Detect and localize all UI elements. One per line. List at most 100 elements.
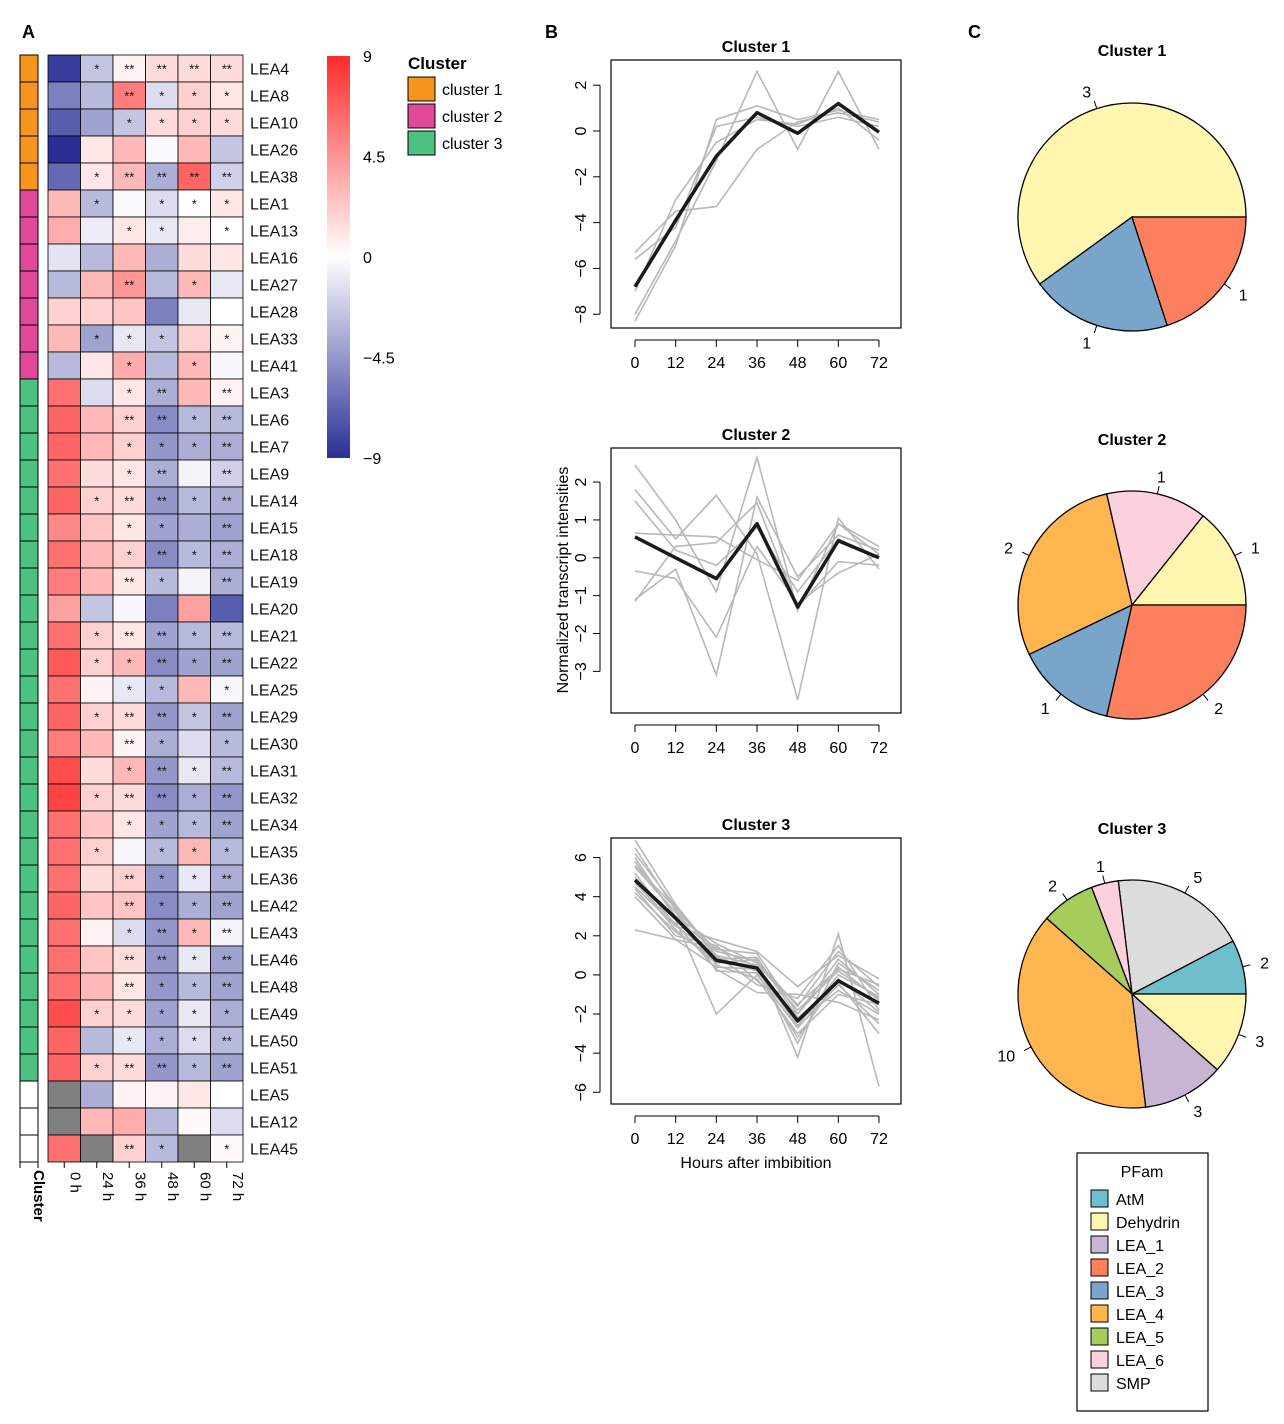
heatmap-cell <box>210 459 244 488</box>
y-tick-label: −4 <box>573 1044 590 1062</box>
cluster-bar-cell <box>19 918 39 947</box>
pie-slice-label: 10 <box>997 1048 1015 1065</box>
significance-mark: * <box>159 440 164 455</box>
cluster-bar-cell <box>19 864 39 893</box>
significance-mark: ** <box>222 494 232 509</box>
heatmap-cell <box>47 1080 81 1109</box>
significance-mark: * <box>192 899 197 914</box>
heatmap-cell <box>210 513 244 542</box>
significance-mark: * <box>192 116 197 131</box>
heatmap-cell <box>177 1134 211 1163</box>
cluster-bar-cell <box>19 1053 39 1082</box>
heatmap-cell <box>210 675 244 704</box>
y-tick-label: 1 <box>573 515 590 524</box>
heatmap-cell <box>80 540 114 569</box>
heatmap-cell <box>47 432 81 461</box>
heatmap-cell <box>47 1026 81 1055</box>
significance-mark: * <box>159 845 164 860</box>
heatmap-cell <box>145 243 179 272</box>
pie-label-tick <box>1184 1094 1190 1103</box>
cluster-bar-cell <box>19 837 39 866</box>
column-label: 24 h <box>99 1172 116 1201</box>
x-tick-label: 0 <box>631 355 640 372</box>
significance-mark: ** <box>124 278 134 293</box>
row-label: LEA1 <box>250 197 289 214</box>
heatmap-cell <box>177 135 211 164</box>
mean-profile-line <box>633 878 880 1023</box>
heatmap-cell <box>47 162 81 191</box>
heatmap-cell <box>80 729 114 758</box>
significance-mark: * <box>94 62 99 77</box>
cluster-bar-cell <box>19 594 39 623</box>
heatmap-cell <box>47 891 81 920</box>
significance-mark: * <box>127 224 132 239</box>
cluster-bar-cell <box>19 81 39 110</box>
heatmap-cell <box>145 594 179 623</box>
heatmap-cell <box>80 1107 114 1136</box>
member-profile-line <box>634 866 880 1035</box>
heatmap-cell <box>177 1026 211 1055</box>
heatmap-cell <box>177 945 211 974</box>
x-tick-label: 48 <box>789 1131 807 1148</box>
significance-mark: ** <box>157 386 167 401</box>
significance-mark: * <box>159 1034 164 1049</box>
significance-mark: * <box>127 683 132 698</box>
heatmap-cell <box>210 864 244 893</box>
x-tick-label: 12 <box>667 355 685 372</box>
colorbar-tick-label: 9 <box>363 49 372 66</box>
heatmap-cell <box>80 405 114 434</box>
significance-mark: ** <box>157 953 167 968</box>
pfam-legend-label: SMP <box>1116 1376 1151 1393</box>
heatmap-cell <box>112 864 146 893</box>
heatmap-cell <box>80 378 114 407</box>
significance-mark: * <box>159 521 164 536</box>
heatmap-cell <box>80 81 114 110</box>
significance-mark: * <box>192 494 197 509</box>
x-tick-label: 60 <box>829 355 847 372</box>
heatmap-cell <box>112 891 146 920</box>
x-tick-label: 60 <box>829 740 847 757</box>
heatmap-cell <box>80 297 114 326</box>
pie-label-tick <box>1223 283 1231 290</box>
significance-mark: * <box>94 1061 99 1076</box>
heatmap-cell <box>80 648 114 677</box>
heatmap-cell <box>112 1080 146 1109</box>
significance-mark: ** <box>124 89 134 104</box>
heatmap-cell <box>177 216 211 245</box>
heatmap-cell <box>80 756 114 785</box>
heatmap-cell <box>210 1134 244 1163</box>
heatmap-cell <box>80 1134 114 1163</box>
y-tick-label: 0 <box>573 126 590 135</box>
cluster-bar-cell <box>19 351 39 380</box>
heatmap-cell <box>47 486 81 515</box>
pfam-legend-swatch <box>1090 1258 1109 1277</box>
cluster-bar-cell <box>19 621 39 650</box>
cluster-bar-cell <box>19 243 39 272</box>
x-tick-label: 60 <box>829 1131 847 1148</box>
heatmap-cell <box>47 621 81 650</box>
significance-mark: ** <box>222 926 232 941</box>
significance-mark: * <box>192 89 197 104</box>
significance-mark: * <box>127 440 132 455</box>
significance-mark: * <box>94 197 99 212</box>
heatmap-cell <box>80 999 114 1028</box>
significance-mark: ** <box>157 629 167 644</box>
heatmap-cell <box>47 243 81 272</box>
heatmap-cell <box>210 837 244 866</box>
heatmap-cell <box>145 837 179 866</box>
heatmap-cell <box>80 270 114 299</box>
heatmap-cell <box>210 432 244 461</box>
significance-mark: ** <box>124 170 134 185</box>
colorbar-tick-label: 4.5 <box>363 150 385 167</box>
heatmap-cell <box>177 999 211 1028</box>
significance-mark: ** <box>222 440 232 455</box>
cluster-bar-cell <box>19 297 39 326</box>
significance-mark: * <box>94 845 99 860</box>
heatmap-cell <box>177 810 211 839</box>
heatmap-cell <box>80 972 114 1001</box>
significance-mark: ** <box>157 764 167 779</box>
significance-mark: * <box>192 1034 197 1049</box>
heatmap-cell <box>145 513 179 542</box>
heatmap-cell <box>47 54 81 83</box>
pie-slice-label: 1 <box>1041 701 1050 718</box>
